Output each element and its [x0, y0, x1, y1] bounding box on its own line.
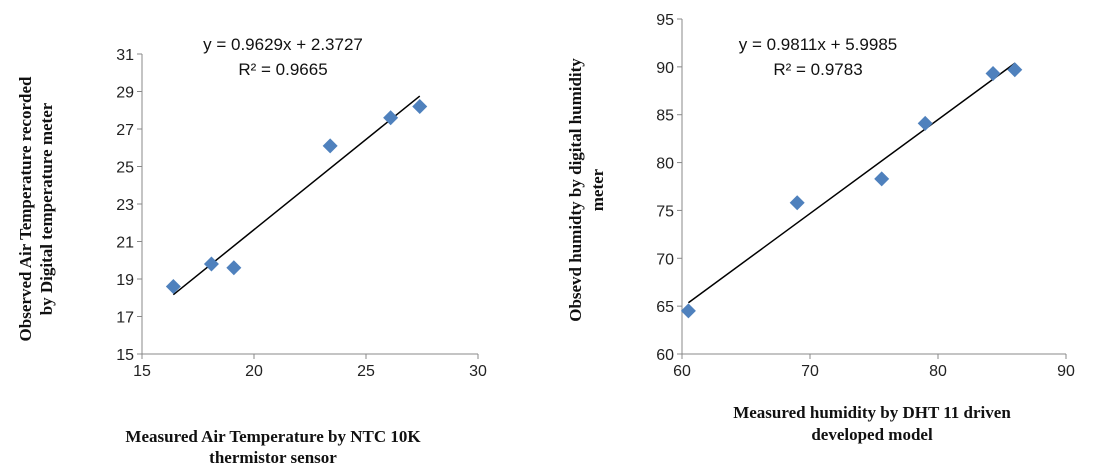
hum-data-point-marker: [874, 171, 890, 187]
temp-y-axis-title-line2: by Digital temperature meter: [37, 102, 56, 315]
hum-x-ticks: 60 70 80 90: [673, 354, 1075, 380]
hum-data-point-marker: [1007, 62, 1023, 78]
temp-y-ticks: 15 17 19 21 23 25 27 29 31: [116, 47, 142, 364]
temp-y-tick-label: 17: [116, 310, 134, 327]
hum-data-point-marker: [680, 303, 696, 319]
hum-trendline: [687, 62, 1016, 304]
temp-y-tick-label: 19: [116, 272, 134, 289]
temp-x-tick-label: 25: [357, 363, 375, 380]
temp-data-point-marker: [383, 110, 399, 126]
temp-y-tick-label: 27: [116, 122, 134, 139]
temp-y-tick-label: 29: [116, 85, 134, 102]
hum-r-squared-label: R² = 0.9783: [773, 60, 862, 79]
hum-y-tick-label: 70: [656, 251, 674, 268]
temp-data-point-marker: [165, 279, 181, 294]
hum-x-tick-label: 70: [801, 363, 819, 380]
humidity-scatter-chart: 60 65 70 75 80 85 90 95 60 70 80 90 y = 0.9811x + …: [566, 12, 1075, 444]
hum-data-point-marker: [789, 195, 805, 211]
hum-data-points: [680, 62, 1023, 319]
hum-x-tick-label: 80: [929, 363, 947, 380]
hum-data-point-marker: [917, 115, 933, 131]
hum-equation-label: y = 0.9811x + 5.9985: [739, 35, 897, 54]
temp-data-point-marker: [226, 260, 242, 276]
hum-x-axis-title-line1: Measured humidity by DHT 11 driven: [733, 403, 1011, 422]
temp-x-tick-label: 15: [133, 363, 151, 380]
temp-data-points: [165, 99, 428, 294]
temp-equation-label: y = 0.9629x + 2.3727: [203, 35, 363, 54]
temp-x-axis-title-line2: thermistor sensor: [209, 448, 337, 467]
hum-y-tick-label: 80: [656, 156, 674, 173]
hum-y-ticks: 60 65 70 75 80 85 90 95: [656, 12, 682, 364]
temp-y-tick-label: 25: [116, 160, 134, 177]
hum-y-tick-label: 95: [656, 12, 674, 29]
temperature-scatter-chart: 15 17 19 21 23 25 27 29 31 15 20 25 30 y = 0.9629x …: [16, 35, 487, 467]
hum-y-axis-title-line2: meter: [588, 168, 607, 211]
temp-y-tick-label: 31: [116, 47, 134, 64]
hum-x-tick-label: 60: [673, 363, 691, 380]
hum-y-tick-label: 90: [656, 60, 674, 77]
hum-y-axis-title-line1: Obsevd humidty by digital humidity: [566, 58, 585, 322]
temp-x-ticks: 15 20 25 30: [133, 354, 487, 380]
hum-x-tick-label: 90: [1057, 363, 1075, 380]
temp-y-tick-label: 23: [116, 197, 134, 214]
temp-r-squared-label: R² = 0.9665: [238, 60, 327, 79]
temp-data-point-marker: [203, 256, 219, 272]
temp-data-point-marker: [412, 99, 428, 114]
temp-y-tick-label: 21: [116, 235, 134, 252]
temp-x-axis-title-line1: Measured Air Temperature by NTC 10K: [125, 427, 421, 446]
hum-y-tick-label: 75: [656, 203, 674, 220]
hum-y-tick-label: 85: [656, 108, 674, 125]
hum-y-tick-label: 60: [656, 347, 674, 364]
temp-y-tick-label: 15: [116, 347, 134, 364]
hum-data-point-marker: [985, 66, 1001, 82]
temp-x-tick-label: 30: [469, 363, 487, 380]
hum-y-tick-label: 65: [656, 299, 674, 316]
temp-data-point-marker: [322, 138, 338, 154]
hum-x-axis-title-line2: developed model: [811, 425, 933, 444]
temp-x-tick-label: 20: [245, 363, 263, 380]
temp-y-axis-title-line1: Observed Air Temperature recorded: [16, 76, 35, 341]
